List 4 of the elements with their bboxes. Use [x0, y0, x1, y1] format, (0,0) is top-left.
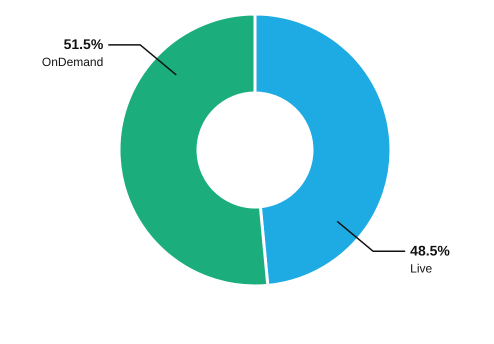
slice-label: Live [410, 261, 433, 276]
slice-label: OnDemand [42, 54, 104, 69]
data-label: 48.5% [410, 242, 450, 258]
data-label: 51.5% [64, 36, 104, 52]
